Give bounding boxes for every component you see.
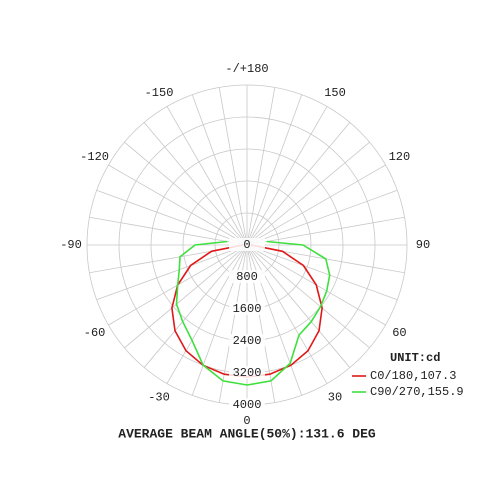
spoke (143, 244, 248, 368)
series-line (175, 240, 331, 386)
spoke (246, 244, 398, 301)
spoke (124, 244, 248, 349)
legend-label: C90/270,155.9 (370, 385, 464, 399)
angle-label: 150 (324, 86, 346, 100)
footer: AVERAGE BEAM ANGLE(50%):131.6 DEG (118, 426, 376, 441)
spoke (218, 87, 248, 246)
r-tick-label: 2400 (233, 334, 262, 348)
label-bg (229, 270, 265, 283)
spoke (143, 122, 248, 246)
spoke (166, 244, 248, 384)
angle-label: 120 (389, 150, 411, 164)
spoke (246, 244, 370, 349)
angle-label: 0 (243, 414, 250, 428)
spoke (246, 106, 328, 246)
angle-label: 30 (328, 391, 342, 405)
angle-label: -150 (145, 86, 174, 100)
angle-label: -30 (148, 391, 170, 405)
spoke (246, 122, 351, 246)
spoke (246, 164, 386, 246)
spoke (246, 216, 405, 246)
spoke (108, 164, 248, 246)
label-bg (229, 238, 265, 251)
r-tick-label: 3200 (233, 366, 262, 380)
spoke (246, 244, 328, 384)
angle-label: -90 (60, 238, 82, 252)
legend-label: C0/180,107.3 (370, 369, 456, 383)
spoke (246, 94, 303, 246)
angle-label: -60 (84, 326, 106, 340)
angle-label: -/+180 (225, 62, 268, 76)
label-bg (229, 398, 265, 411)
label-bg (229, 334, 265, 347)
spoke (246, 141, 370, 246)
angle-label: -120 (80, 150, 109, 164)
unit-label: UNIT:cd (390, 351, 440, 365)
spoke (191, 94, 248, 246)
r-tick-label: 0 (243, 238, 250, 252)
angle-label: 60 (392, 326, 406, 340)
r-tick-label: 4000 (233, 398, 262, 412)
spoke (96, 189, 248, 246)
spoke (246, 244, 351, 368)
r-tick-label: 1600 (233, 302, 262, 316)
spoke (89, 216, 248, 246)
spoke (246, 87, 276, 246)
spoke (166, 106, 248, 246)
label-bg (229, 302, 265, 315)
label-bg (229, 366, 265, 379)
spoke (124, 141, 248, 246)
spoke (246, 189, 398, 246)
spoke (96, 244, 248, 301)
angle-label: 90 (416, 238, 430, 252)
r-tick-label: 800 (236, 270, 258, 284)
